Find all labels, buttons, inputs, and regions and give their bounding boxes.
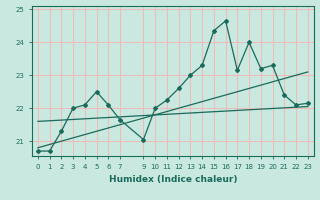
X-axis label: Humidex (Indice chaleur): Humidex (Indice chaleur) xyxy=(108,175,237,184)
